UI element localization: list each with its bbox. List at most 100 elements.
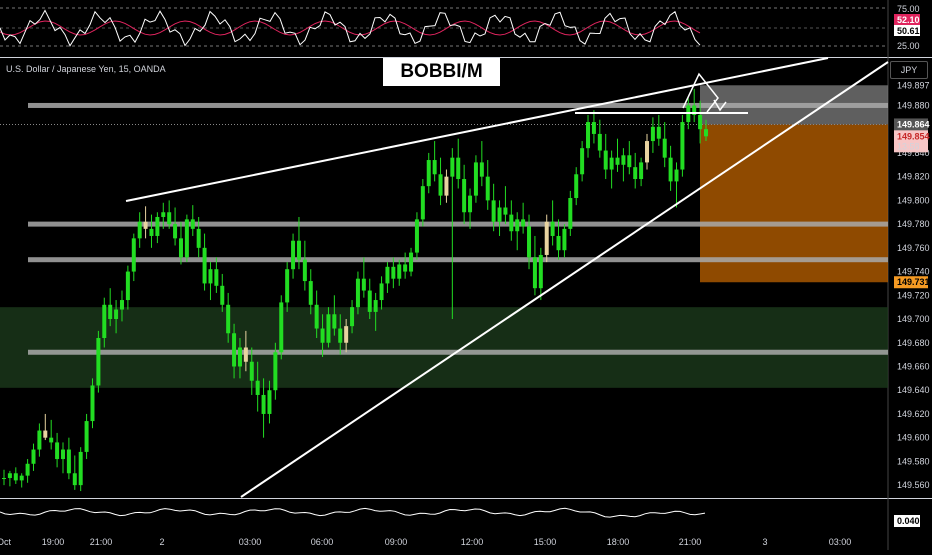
candle-body	[178, 238, 183, 258]
price-tick: 149.680	[897, 338, 930, 348]
candle-body	[355, 278, 360, 308]
candle-body	[291, 240, 296, 270]
time-tick-2: 21:00	[90, 537, 113, 547]
candle-body	[255, 380, 260, 395]
candle-body	[267, 390, 272, 414]
candle-body	[674, 169, 679, 182]
candle-body	[261, 394, 266, 414]
price-tick: 149.760	[897, 243, 930, 253]
candle-body	[173, 224, 178, 239]
price-tick: 149.820	[897, 172, 930, 182]
price-tick: 149.580	[897, 456, 930, 466]
lower-trendline	[240, 61, 889, 498]
price-tick: 149.720	[897, 290, 930, 300]
candle-body	[314, 304, 319, 329]
candle-body	[373, 300, 378, 312]
candle-body	[149, 228, 154, 236]
osc-badge-a-bg	[894, 14, 920, 25]
candle-body	[332, 314, 337, 329]
candle-body	[350, 307, 355, 327]
candle-body	[680, 122, 685, 170]
banner-label: BOBBI/M	[383, 58, 500, 86]
price-tick: 149.560	[897, 480, 930, 490]
candle-body	[698, 114, 703, 130]
candle-body	[662, 138, 667, 158]
candle-body	[338, 328, 343, 343]
candle-body	[609, 157, 614, 170]
candle-body	[556, 235, 561, 251]
candle-body	[190, 219, 195, 229]
candle-body	[515, 219, 520, 232]
price-tick: 149.897	[897, 80, 930, 90]
candle-body	[361, 278, 366, 291]
candle-body	[202, 247, 207, 284]
candle-body	[544, 221, 549, 255]
candle-body	[125, 271, 130, 301]
candle-body	[237, 347, 242, 367]
bottom-osc-badge: 0.040	[897, 516, 920, 526]
price-tick: 149.640	[897, 385, 930, 395]
candle-body	[13, 473, 18, 481]
candle-body	[468, 195, 473, 213]
candle-body	[432, 160, 437, 175]
candle-body	[96, 338, 101, 386]
support-resistance-level	[28, 257, 888, 263]
time-tick-12: 03:00	[829, 537, 852, 547]
candle-body	[509, 214, 514, 232]
candle-body	[131, 238, 136, 272]
candle-body	[450, 157, 455, 177]
candle-body	[296, 240, 301, 260]
candle-body	[403, 264, 408, 272]
candle-body	[397, 264, 402, 279]
price-badge-864-bg	[894, 118, 928, 131]
candle-body	[385, 266, 390, 284]
candle-body	[226, 304, 231, 334]
current-price-badge-bg	[894, 130, 928, 153]
candle-body	[220, 285, 225, 305]
time-tick-9: 18:00	[607, 537, 630, 547]
candle-body	[485, 176, 490, 201]
candle-body	[550, 221, 555, 236]
candle-body	[668, 157, 673, 182]
price-tick: 149.700	[897, 314, 930, 324]
candle-body	[78, 451, 83, 486]
time-tick-3: 2	[159, 537, 164, 547]
candle-body	[37, 430, 42, 450]
candle-body	[367, 290, 372, 312]
candle-body	[426, 160, 431, 187]
candle-body	[615, 157, 620, 165]
candle-body	[7, 473, 12, 479]
candle-body	[273, 352, 278, 391]
time-tick-10: 21:00	[679, 537, 702, 547]
target-price-badge-bg	[894, 276, 928, 289]
osc-badge-b: 50.61	[897, 26, 920, 36]
candle-body	[574, 174, 579, 199]
price-badge-864: 149.864	[897, 119, 930, 129]
candle-body	[49, 437, 54, 443]
candle-body	[84, 421, 89, 452]
support-resistance-level	[28, 102, 888, 108]
candle-body	[580, 148, 585, 175]
candle-body	[603, 150, 608, 170]
target-price-badge: 149.731	[897, 277, 930, 287]
candle-body	[320, 328, 325, 343]
candle-body	[491, 200, 496, 222]
candle-body	[102, 304, 107, 339]
candle-body	[90, 385, 95, 422]
candle-body	[155, 216, 160, 236]
candle-body	[108, 304, 113, 320]
symbol-title: U.S. Dollar / Japanese Yen, 15, OANDA	[6, 64, 166, 74]
candle-body	[72, 473, 77, 486]
candle-body	[184, 219, 189, 258]
osc-tick-75: 75.00	[897, 4, 920, 14]
candle-body	[438, 174, 443, 196]
price-tick: 149.660	[897, 361, 930, 371]
osc-main-line	[0, 9, 701, 47]
currency-button[interactable]: JPY	[890, 61, 928, 79]
candle-body	[497, 207, 502, 222]
candle-body	[43, 430, 48, 438]
candle-body	[143, 221, 148, 229]
candle-body	[167, 212, 172, 225]
